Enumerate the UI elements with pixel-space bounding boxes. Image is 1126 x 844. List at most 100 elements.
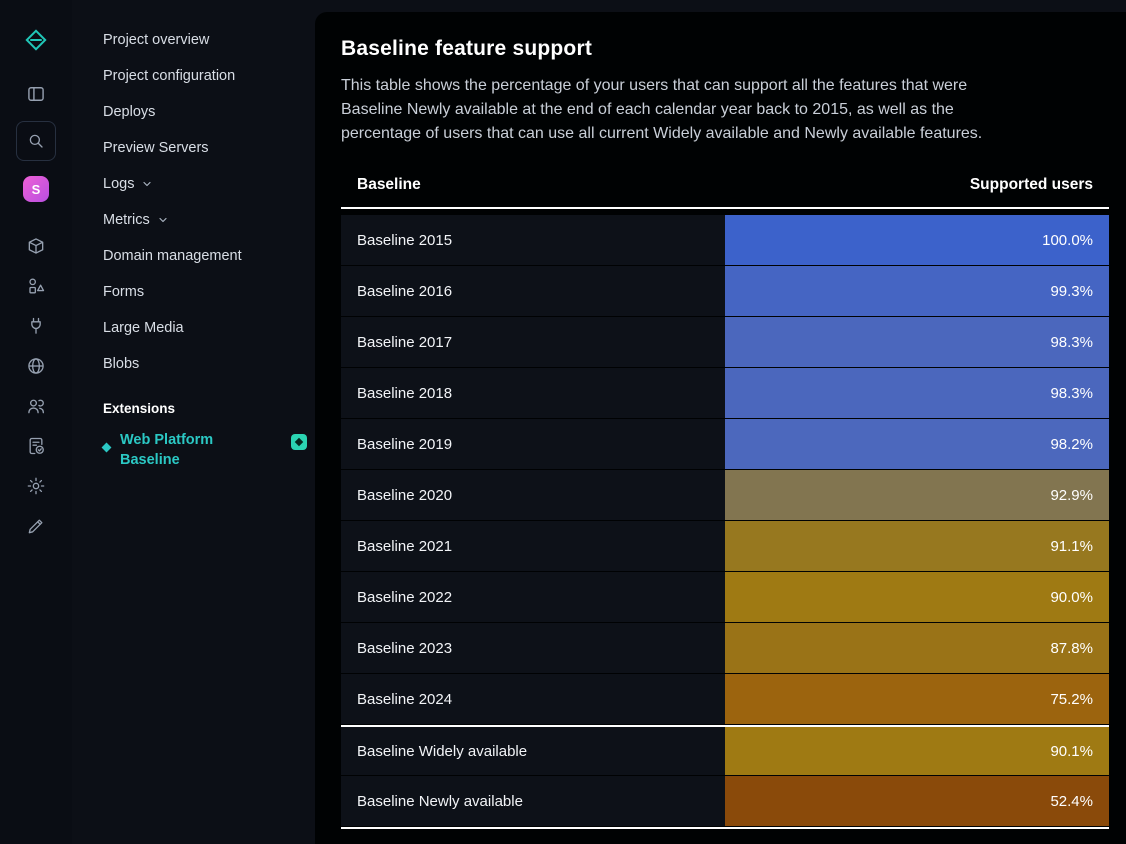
table-row: Baseline 2023 87.8% (341, 623, 1109, 673)
row-label: Baseline 2021 (341, 521, 725, 571)
baseline-extension-badge-icon (291, 434, 307, 450)
row-label: Baseline 2016 (341, 266, 725, 316)
sidebar-item-project-configuration[interactable]: Project configuration (103, 58, 303, 94)
column-header-baseline: Baseline (357, 176, 421, 193)
sidebar-item-deploys[interactable]: Deploys (103, 94, 303, 130)
sidebar-item-label: Metrics (103, 212, 150, 228)
icon-rail: S (0, 0, 72, 844)
row-label: Baseline 2023 (341, 623, 725, 673)
table-row: Baseline 2022 90.0% (341, 572, 1109, 622)
row-label: Baseline 2017 (341, 317, 725, 367)
sidebar-item-label: Forms (103, 284, 145, 300)
row-value-bar: 98.3% (725, 368, 1109, 418)
row-label: Baseline 2015 (341, 215, 725, 265)
row-value-bar: 91.1% (725, 521, 1109, 571)
settings-gear-icon[interactable] (16, 466, 56, 506)
row-value-bar: 98.3% (725, 317, 1109, 367)
extensions-header: Extensions (103, 401, 176, 416)
sidebar-item-project-overview[interactable]: Project overview (103, 22, 303, 58)
search-icon[interactable] (16, 121, 56, 161)
sidebar-item-web-platform-baseline[interactable]: Web Platform Baseline (101, 430, 307, 470)
row-value-bar: 92.9% (725, 470, 1109, 520)
sidebar-item-label: Preview Servers (103, 140, 209, 156)
extension-item-label: Web Platform Baseline (120, 432, 214, 468)
row-label: Baseline 2022 (341, 572, 725, 622)
table-row: Baseline Widely available 90.1% (341, 725, 1109, 775)
sidebar-item-label: Project overview (103, 32, 210, 48)
sidebar-toggle-icon[interactable] (16, 74, 56, 114)
row-value: 98.3% (1050, 333, 1093, 351)
table-row: Baseline 2018 98.3% (341, 368, 1109, 418)
baseline-table: Baseline Supported users Baseline 2015 10… (341, 176, 1109, 829)
table-row: Baseline 2019 98.2% (341, 419, 1109, 469)
row-value-bar: 99.3% (725, 266, 1109, 316)
active-item-bullet-icon (101, 442, 112, 453)
table-row: Baseline 2021 91.1% (341, 521, 1109, 571)
row-value: 90.1% (1050, 742, 1093, 760)
sidebar: Project overview Project configuration Dep… (72, 0, 315, 844)
sidebar-item-forms[interactable]: Forms (103, 274, 303, 310)
baseline-table-body: Baseline 2015 100.0% Baseline 2016 99.3% Bas… (341, 215, 1109, 829)
row-value: 100.0% (1042, 231, 1093, 249)
domains-globe-icon[interactable] (16, 346, 56, 386)
row-label: Baseline Widely available (341, 727, 725, 775)
integrations-plug-icon[interactable] (16, 306, 56, 346)
netlify-logo-icon[interactable] (16, 20, 56, 60)
table-row: Baseline 2017 98.3% (341, 317, 1109, 367)
extensions-icon[interactable] (16, 266, 56, 306)
sidebar-item-label: Logs (103, 176, 135, 192)
row-value-bar: 52.4% (725, 776, 1109, 826)
row-value: 90.0% (1050, 588, 1093, 606)
avatar[interactable]: S (23, 176, 49, 202)
row-value-bar: 100.0% (725, 215, 1109, 265)
row-value: 75.2% (1050, 690, 1093, 708)
row-value: 87.8% (1050, 639, 1093, 657)
row-value: 98.3% (1050, 384, 1093, 402)
row-value: 92.9% (1050, 486, 1093, 504)
row-label: Baseline 2024 (341, 674, 725, 724)
row-label: Baseline 2018 (341, 368, 725, 418)
table-row: Baseline 2016 99.3% (341, 266, 1109, 316)
content-card: Baseline feature support This table show… (315, 12, 1126, 844)
table-header-row: Baseline Supported users (341, 176, 1109, 209)
page-title: Baseline feature support (341, 37, 593, 60)
row-value: 91.1% (1050, 537, 1093, 555)
table-row: Baseline Newly available 52.4% (341, 776, 1109, 826)
sidebar-item-domain-management[interactable]: Domain management (103, 238, 303, 274)
main-content: Baseline feature support This table show… (315, 0, 1126, 844)
row-value-bar: 87.8% (725, 623, 1109, 673)
sidebar-item-logs[interactable]: Logs (103, 166, 303, 202)
team-members-icon[interactable] (16, 386, 56, 426)
sidebar-item-metrics[interactable]: Metrics (103, 202, 303, 238)
chevron-down-icon (157, 214, 169, 226)
sidebar-item-large-media[interactable]: Large Media (103, 310, 303, 346)
table-row: Baseline 2015 100.0% (341, 215, 1109, 265)
sidebar-item-label: Deploys (103, 104, 156, 120)
sidebar-item-label: Blobs (103, 356, 140, 372)
row-value-bar: 98.2% (725, 419, 1109, 469)
row-label: Baseline 2020 (341, 470, 725, 520)
sidebar-item-label: Project configuration (103, 68, 236, 84)
row-label: Baseline Newly available (341, 776, 725, 826)
sidebar-item-label: Domain management (103, 248, 242, 264)
edit-pencil-icon[interactable] (16, 506, 56, 546)
sidebar-item-blobs[interactable]: Blobs (103, 346, 303, 382)
sidebar-item-preview-servers[interactable]: Preview Servers (103, 130, 303, 166)
column-header-supported-users: Supported users (969, 176, 1093, 193)
rail-icon-group (16, 226, 56, 546)
chevron-down-icon (141, 178, 153, 190)
audit-log-icon[interactable] (16, 426, 56, 466)
page-description: This table shows the percentage of your … (341, 77, 983, 142)
row-value-bar: 75.2% (725, 674, 1109, 724)
row-value: 98.2% (1050, 435, 1093, 453)
table-row: Baseline 2020 92.9% (341, 470, 1109, 520)
sidebar-nav-list: Project overview Project configuration Dep… (103, 22, 303, 382)
row-value: 52.4% (1050, 792, 1093, 810)
row-label: Baseline 2019 (341, 419, 725, 469)
row-value: 99.3% (1050, 282, 1093, 300)
table-row: Baseline 2024 75.2% (341, 674, 1109, 724)
row-value-bar: 90.1% (725, 727, 1109, 775)
row-value-bar: 90.0% (725, 572, 1109, 622)
deploys-box-icon[interactable] (16, 226, 56, 266)
